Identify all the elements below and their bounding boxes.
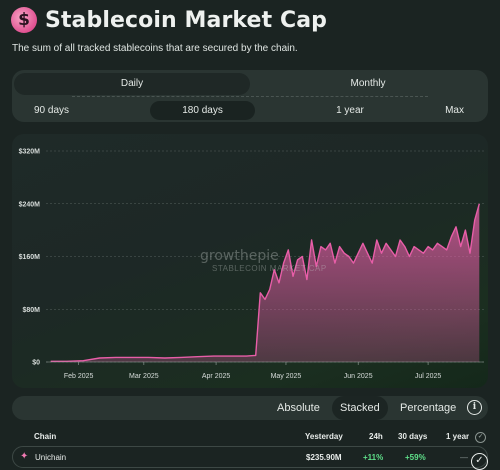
granularity-toggle: Daily Monthly	[14, 73, 486, 95]
controls-divider	[72, 96, 428, 97]
col-header-yesterday[interactable]: Yesterday	[305, 432, 343, 441]
col-header-24h[interactable]: 24h	[369, 432, 383, 441]
y-tick-label: $0	[32, 360, 40, 367]
row-chain-name: Unichain	[35, 453, 67, 462]
x-tick-label: Jul 2025	[415, 373, 442, 380]
mode-absolute-button[interactable]: Absolute	[277, 402, 320, 414]
stablecoin-logo-icon: $	[11, 7, 37, 33]
page-subtitle: The sum of all tracked stablecoins that …	[12, 43, 298, 54]
range-180-days-button[interactable]: 180 days	[150, 100, 255, 120]
row-30d-change: +59%	[405, 453, 426, 462]
y-tick-label: $160M	[19, 254, 41, 261]
display-mode-bar: Absolute Stacked Percentage i	[12, 396, 488, 420]
range-selector: 90 days 180 days 1 year Max	[34, 100, 464, 120]
col-header-30-days[interactable]: 30 days	[398, 432, 428, 441]
y-tick-label: $320M	[19, 149, 41, 156]
granularity-daily-button[interactable]: Daily	[14, 73, 250, 95]
x-tick-label: Feb 2025	[64, 373, 94, 380]
table-row[interactable]: ✦ Unichain $235.90M +11% +59% — ✓	[12, 446, 488, 470]
row-1y-change: —	[460, 453, 468, 462]
row-yesterday-value: $235.90M	[306, 453, 342, 462]
col-header-1-year[interactable]: 1 year	[446, 432, 470, 441]
mode-percentage-button[interactable]: Percentage	[400, 402, 457, 414]
y-tick-label: $240M	[19, 201, 41, 208]
x-tick-label: May 2025	[271, 373, 302, 380]
page-header: $ Stablecoin Market Cap	[11, 7, 327, 33]
range-1-year-button[interactable]: 1 year	[336, 104, 364, 116]
row-selected-check-icon[interactable]: ✓	[471, 453, 488, 470]
col-header-chain[interactable]: Chain	[34, 432, 57, 441]
page-title: Stablecoin Market Cap	[45, 7, 327, 33]
series-area	[50, 203, 480, 362]
series-line	[50, 203, 480, 362]
table-header: Chain Yesterday 24h 30 days 1 year ✓	[0, 432, 500, 444]
market-cap-chart[interactable]: $0 $80M $160M $240M $320M Feb 2025 Mar 2025 Apr…	[12, 134, 488, 388]
x-tick-label: Apr 2025	[202, 373, 231, 380]
granularity-monthly-button[interactable]: Monthly	[350, 78, 386, 89]
chart-card: $0 $80M $160M $240M $320M Feb 2025 Mar 2025 Apr…	[12, 134, 488, 388]
timeframe-controls: Daily Monthly 90 days 180 days 1 year Ma…	[12, 70, 488, 122]
range-90-days-button[interactable]: 90 days	[34, 104, 70, 116]
row-24h-change: +11%	[363, 453, 384, 462]
y-tick-label: $80M	[22, 307, 40, 314]
unichain-star-icon: ✦	[20, 451, 29, 462]
x-tick-label: Jun 2025	[344, 373, 373, 380]
info-icon[interactable]: i	[467, 400, 482, 415]
x-tick-label: Mar 2025	[129, 373, 159, 380]
range-max-button[interactable]: Max	[445, 104, 464, 116]
mode-stacked-button[interactable]: Stacked	[332, 396, 388, 420]
select-all-check-icon[interactable]: ✓	[475, 432, 486, 443]
